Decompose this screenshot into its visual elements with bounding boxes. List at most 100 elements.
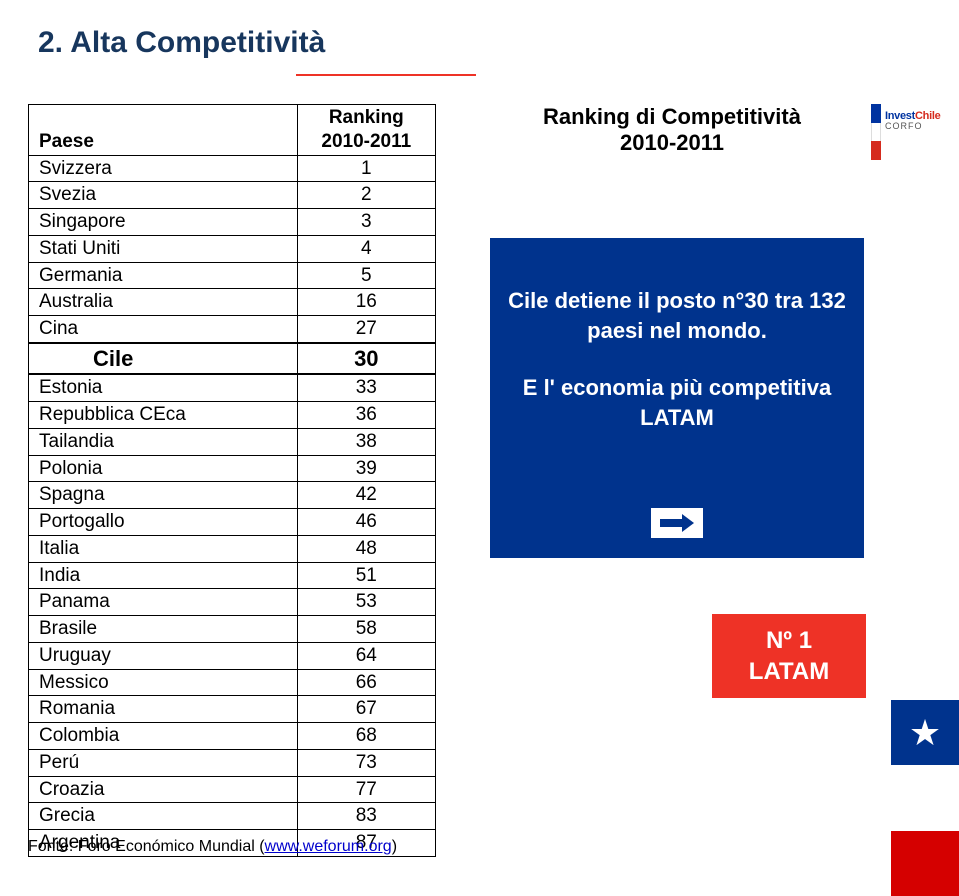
badge-line2: LATAM bbox=[749, 656, 829, 687]
table-row: Panama53 bbox=[29, 589, 436, 616]
table-header-rank-line2: 2010-2011 bbox=[308, 130, 425, 154]
cell-country: Colombia bbox=[29, 723, 298, 750]
subtitle-block: Ranking di Competitività 2010-2011 bbox=[492, 104, 852, 156]
table-row: Spagna42 bbox=[29, 482, 436, 509]
table-row: Romania67 bbox=[29, 696, 436, 723]
subtitle-line2: 2010-2011 bbox=[492, 130, 852, 156]
table-header-rank-line1: Ranking bbox=[308, 106, 425, 130]
cell-country: Brasile bbox=[29, 616, 298, 643]
table-row: Tailandia38 bbox=[29, 428, 436, 455]
cell-rank: 33 bbox=[297, 374, 435, 401]
cell-rank: 5 bbox=[297, 262, 435, 289]
table-row: Svizzera1 bbox=[29, 155, 436, 182]
cell-country: Spagna bbox=[29, 482, 298, 509]
table-row: Polonia39 bbox=[29, 455, 436, 482]
star-icon: ★ bbox=[909, 715, 941, 751]
highlight-panel: Cile detiene il posto n°30 tra 132 paesi… bbox=[490, 238, 864, 558]
cell-rank: 30 bbox=[297, 343, 435, 375]
cell-rank: 67 bbox=[297, 696, 435, 723]
investchile-logo: InvestChile CORFO bbox=[871, 104, 947, 162]
cell-rank: 42 bbox=[297, 482, 435, 509]
cell-rank: 4 bbox=[297, 235, 435, 262]
cell-rank: 39 bbox=[297, 455, 435, 482]
cell-rank: 2 bbox=[297, 182, 435, 209]
cell-rank: 68 bbox=[297, 723, 435, 750]
cell-rank: 58 bbox=[297, 616, 435, 643]
table-row: India51 bbox=[29, 562, 436, 589]
table-row: Portogallo46 bbox=[29, 509, 436, 536]
table-row: Svezia2 bbox=[29, 182, 436, 209]
cell-country: Tailandia bbox=[29, 428, 298, 455]
source-prefix: Fonte: Foro Económico Mundial ( bbox=[28, 838, 265, 855]
table-row: Italia48 bbox=[29, 535, 436, 562]
latam-badge: Nº 1 LATAM bbox=[712, 614, 866, 698]
cell-rank: 16 bbox=[297, 289, 435, 316]
table-row: Cina27 bbox=[29, 316, 436, 343]
cell-country: Panama bbox=[29, 589, 298, 616]
cell-country: India bbox=[29, 562, 298, 589]
table-row: Colombia68 bbox=[29, 723, 436, 750]
cell-country: Australia bbox=[29, 289, 298, 316]
cell-rank: 36 bbox=[297, 402, 435, 429]
cell-rank: 51 bbox=[297, 562, 435, 589]
table-row: Brasile58 bbox=[29, 616, 436, 643]
cell-rank: 1 bbox=[297, 155, 435, 182]
cell-country: Romania bbox=[29, 696, 298, 723]
cell-country: Repubblica CEca bbox=[29, 402, 298, 429]
table-row: Cile30 bbox=[29, 343, 436, 375]
logo-sub: CORFO bbox=[885, 122, 940, 132]
cell-country: Perú bbox=[29, 749, 298, 776]
cell-country: Grecia bbox=[29, 803, 298, 830]
page-title: 2. Alta Competitività bbox=[38, 26, 325, 60]
chile-flag-icon: ★ bbox=[891, 700, 959, 896]
cell-rank: 83 bbox=[297, 803, 435, 830]
cell-country: Cina bbox=[29, 316, 298, 343]
cell-rank: 48 bbox=[297, 535, 435, 562]
badge-line1: Nº 1 bbox=[766, 625, 812, 656]
cell-rank: 27 bbox=[297, 316, 435, 343]
source-suffix: ) bbox=[392, 838, 397, 855]
cell-rank: 38 bbox=[297, 428, 435, 455]
cell-country: Messico bbox=[29, 669, 298, 696]
cell-country: Stati Uniti bbox=[29, 235, 298, 262]
table-row: Uruguay64 bbox=[29, 642, 436, 669]
cell-rank: 46 bbox=[297, 509, 435, 536]
cell-rank: 64 bbox=[297, 642, 435, 669]
cell-rank: 77 bbox=[297, 776, 435, 803]
cell-country: Portogallo bbox=[29, 509, 298, 536]
cell-country: Estonia bbox=[29, 374, 298, 401]
cell-country: Singapore bbox=[29, 209, 298, 236]
cell-rank: 3 bbox=[297, 209, 435, 236]
cell-country: Uruguay bbox=[29, 642, 298, 669]
table-row: Stati Uniti4 bbox=[29, 235, 436, 262]
table-row: Perú73 bbox=[29, 749, 436, 776]
cell-country: Italia bbox=[29, 535, 298, 562]
cell-country: Germania bbox=[29, 262, 298, 289]
table-row: Messico66 bbox=[29, 669, 436, 696]
cell-rank: 73 bbox=[297, 749, 435, 776]
cell-rank: 66 bbox=[297, 669, 435, 696]
table-header-country: Paese bbox=[29, 105, 298, 156]
cell-country: Croazia bbox=[29, 776, 298, 803]
table-row: Grecia83 bbox=[29, 803, 436, 830]
table-row: Croazia77 bbox=[29, 776, 436, 803]
subtitle-line1: Ranking di Competitività bbox=[492, 104, 852, 130]
panel-text-1: Cile detiene il posto n°30 tra 132 paesi… bbox=[508, 286, 846, 345]
table-row: Germania5 bbox=[29, 262, 436, 289]
logo-flag-strip-icon bbox=[871, 104, 881, 160]
cell-rank: 53 bbox=[297, 589, 435, 616]
table-row: Australia16 bbox=[29, 289, 436, 316]
arrow-icon bbox=[651, 508, 703, 538]
cell-country: Polonia bbox=[29, 455, 298, 482]
table-row: Estonia33 bbox=[29, 374, 436, 401]
table-row: Singapore3 bbox=[29, 209, 436, 236]
ranking-table: Paese Ranking 2010-2011 Svizzera1Svezia2… bbox=[28, 104, 436, 857]
table-row: Repubblica CEca36 bbox=[29, 402, 436, 429]
source-link[interactable]: www.weforum.org bbox=[265, 838, 392, 855]
table-header-rank: Ranking 2010-2011 bbox=[297, 105, 435, 156]
cell-country: Svezia bbox=[29, 182, 298, 209]
cell-country: Svizzera bbox=[29, 155, 298, 182]
source-citation: Fonte: Foro Económico Mundial (www.wefor… bbox=[28, 838, 397, 856]
cell-country: Cile bbox=[29, 343, 298, 375]
panel-text-2: E l' economia più competitiva LATAM bbox=[508, 373, 846, 432]
